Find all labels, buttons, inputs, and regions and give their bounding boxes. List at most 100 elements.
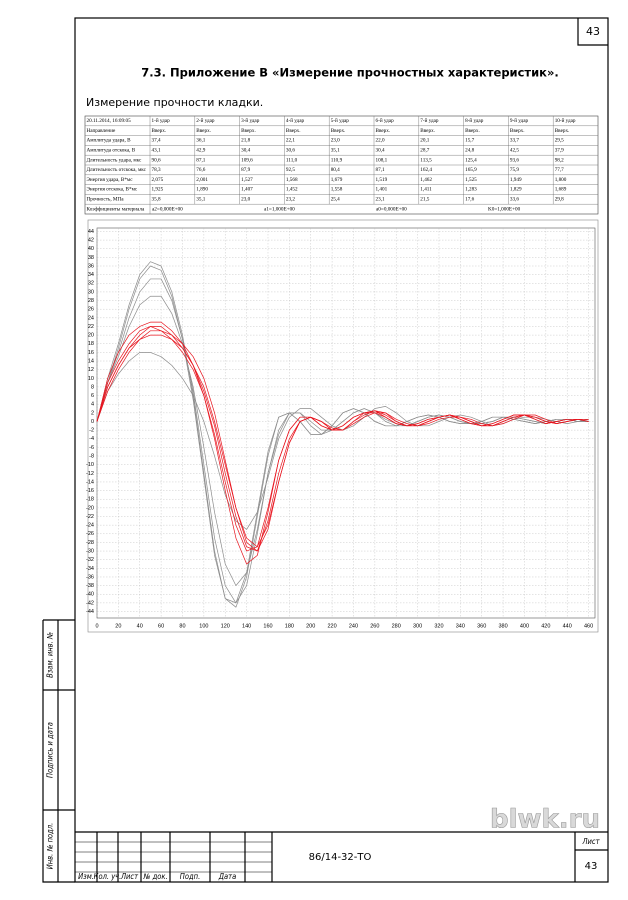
table-cell: 29,8 [555,196,564,202]
table-cell: 78,3 [152,167,161,173]
y-tick-label: -4 [89,436,94,442]
y-tick-label: -36 [86,574,94,580]
table-cell: 90,6 [152,157,161,163]
table-cell: 35,8 [152,196,161,202]
subtitle: Измерение прочности кладки. [86,96,263,109]
table-cell: 1,407 [241,187,253,193]
table-cell: 24,8 [465,147,474,153]
y-tick-label: -20 [86,505,94,511]
y-tick-label: -38 [86,583,94,589]
table-cell: 162,4 [420,167,432,173]
table-cell: 21,8 [241,138,250,144]
x-tick-label: 280 [392,623,401,629]
y-tick-label: -6 [89,445,94,451]
y-tick-label: 8 [91,384,94,390]
x-tick-label: 340 [456,623,465,629]
header-cell: 4-й удар [286,117,305,124]
x-tick-label: 360 [477,623,486,629]
series-line [96,295,589,586]
y-tick-label: 30 [88,289,94,295]
header-cell: 6-й удар [376,117,395,124]
side-label: Инв. № подл. [46,823,55,870]
page-number: 43 [586,25,600,38]
table-cell: 111,0 [286,157,298,163]
table-cell: 125,4 [465,157,477,163]
table-cell: 87,1 [376,167,385,173]
table-cell: 42,9 [196,147,205,153]
y-tick-label: -30 [86,549,94,555]
table-cell: 165,9 [465,167,477,173]
y-tick-label: 2 [91,410,94,416]
y-tick-label: -16 [86,488,94,494]
table-cell: Вверх. [152,128,167,134]
y-tick-label: 26 [88,307,94,313]
doc-code: 86/14-32-ТО [309,852,372,863]
table-cell: Вверх. [555,128,570,134]
y-tick-label: 42 [88,238,94,244]
table-cell: 37,4 [152,138,161,144]
y-tick-label: -28 [86,540,94,546]
y-tick-label: 4 [91,402,94,408]
column-label: Изм. [78,872,94,881]
y-tick-label: -26 [86,531,94,537]
table-cell: Вверх. [510,128,525,134]
stamp-columns: Изм. Кол. уч. Лист № док. Подп. Дата [78,872,236,881]
stamp-rows [75,841,272,873]
table-cell: 23,2 [286,196,295,202]
x-tick-label: 20 [115,623,121,629]
table-cell: 2,001 [196,177,208,183]
table-cell: Вверх. [196,128,211,134]
table-cell: Энергия отскока, В*мс [87,187,138,193]
table-cell: Вверх. [465,128,480,134]
table-cell: 1,519 [376,177,388,183]
header-cell: 3-й удар [241,117,260,124]
table-cell: Энергия удара, В*мс [87,177,134,183]
x-tick-label: 60 [158,623,164,629]
header-cell: 10-й удар [555,117,576,124]
table-cell: 29,5 [555,138,564,144]
table-cell: Амплитуда удара, В [87,138,132,144]
x-tick-label: 300 [413,623,422,629]
table-cell: 1,283 [465,187,477,193]
y-tick-label: 24 [88,315,94,321]
x-tick-label: 400 [520,623,529,629]
y-tick-label: 16 [88,350,94,356]
header-cell: 2-й удар [196,117,215,124]
x-tick-label: 200 [306,623,315,629]
table-cell: Длительность отскока, мкс [87,167,147,173]
table-cell: 35,1 [331,147,340,153]
x-tick-label: 100 [199,623,208,629]
table-cell: 2,075 [152,177,164,183]
table-cell: 21,5 [420,196,429,202]
y-tick-label: -2 [89,428,94,434]
y-tick-label: -42 [86,600,94,606]
y-tick-label: -44 [86,609,94,615]
table-cell: 37,9 [555,147,564,153]
x-tick-label: 260 [370,623,379,629]
column-label: Кол. уч. [94,872,122,881]
table-cell: Направление [87,128,116,134]
y-tick-label: -18 [86,497,94,503]
y-tick-label: 28 [88,298,94,304]
table-cell: Вверх. [420,128,435,134]
table-cell: 28,7 [420,147,429,153]
series-line [96,334,589,548]
coef-cell: K0=1,000E+00 [488,206,521,212]
table-cell: 1,401 [376,187,388,193]
table-cell: 25,4 [331,196,340,202]
table: 20.11.2014, 16:09:05 1-й удар 2-й удар 3-й … [84,115,599,215]
y-tick-label: -32 [86,557,94,563]
y-tick-label: -24 [86,523,94,529]
table-cell: Вверх. [286,128,301,134]
column-label: Лист [120,872,139,881]
table-cell: 20,1 [420,138,429,144]
table-cell: Амплитуда отскока, В [87,147,136,153]
coef-label: Коэффициенты материала [87,205,145,212]
x-tick-label: 420 [541,623,550,629]
table-cell: 30,6 [286,147,295,153]
table-cell: 1,411 [420,187,432,193]
table-cell: 1,829 [510,187,522,193]
table-cell: 30,4 [241,147,250,153]
x-tick-label: 380 [499,623,508,629]
table-cell: 22,1 [286,138,295,144]
